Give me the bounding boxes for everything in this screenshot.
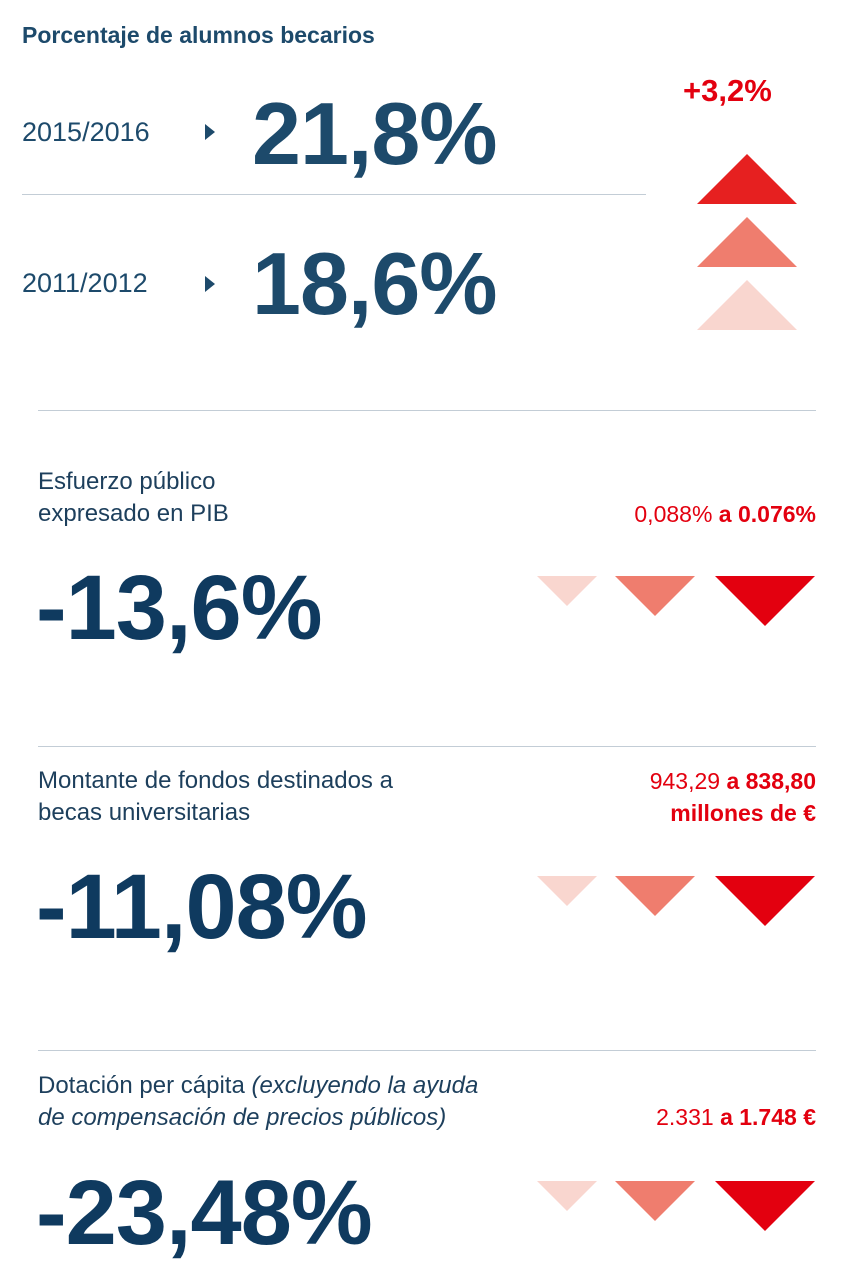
range-connector: a: [726, 768, 740, 794]
divider: [38, 410, 816, 411]
metric-range: 943,29 a 838,80 millones de €: [650, 765, 816, 829]
metric-label-line2: becas universitarias: [38, 799, 251, 826]
triangle-down-icon: [615, 876, 695, 916]
year-label-previous: 2011/2012: [22, 268, 148, 298]
metric-value: -11,08%: [36, 856, 368, 958]
triangle-up-icon: [697, 280, 797, 330]
metric-label: Dotación per cápita (excluyendo la ayuda…: [38, 1070, 478, 1134]
range-to: 0.076%: [737, 501, 816, 527]
metric-label: Esfuerzo público expresado en PIB: [38, 466, 229, 530]
range-from: 0,088%: [634, 501, 713, 527]
triangle-down-icon: [715, 1181, 815, 1231]
play-arrow-icon: [205, 124, 215, 140]
range-from: 2.331: [656, 1104, 714, 1130]
triangle-down-icon: [537, 576, 597, 606]
range-from: 943,29: [649, 768, 721, 794]
range-to: 838,80: [745, 768, 816, 794]
range-connector: a: [718, 501, 732, 527]
divider: [38, 746, 816, 747]
metric-range: 0,088% a 0.076%: [634, 498, 816, 530]
metric-label-line1: Esfuerzo público: [38, 468, 216, 495]
metric-label-line1: Montante de fondos destinados a: [38, 767, 393, 794]
becarios-value-current: 21,8%: [252, 84, 498, 183]
metric-label-line2: expresado en PIB: [38, 500, 229, 527]
triangle-up-icon: [697, 217, 797, 267]
metric-value: -23,48%: [36, 1162, 373, 1264]
triangle-down-icon: [537, 876, 597, 906]
triangle-down-icon: [615, 1181, 695, 1221]
year-label-current: 2015/2016: [22, 117, 150, 147]
range-unit: millones de €: [670, 800, 816, 826]
triangle-down-icon: [715, 876, 815, 926]
becarios-change: +3,2%: [683, 73, 772, 108]
triangle-up-icon: [697, 154, 797, 204]
range-to: 1.748 €: [739, 1104, 816, 1130]
triangle-down-icon: [615, 576, 695, 616]
triangle-down-icon: [537, 1181, 597, 1211]
triangle-down-icon: [715, 576, 815, 626]
section-title: Porcentaje de alumnos becarios: [22, 22, 375, 48]
metric-label-line1-italic: (excluyendo la ayuda: [251, 1072, 479, 1099]
divider: [38, 1050, 816, 1051]
becarios-value-previous: 18,6%: [252, 234, 498, 333]
metric-label-line1: Dotación per cápita: [38, 1072, 252, 1099]
range-connector: a: [720, 1104, 733, 1130]
metric-value: -13,6%: [36, 557, 322, 659]
metric-range: 2.331 a 1.748 €: [656, 1101, 816, 1133]
play-arrow-icon: [205, 276, 215, 292]
metric-label: Montante de fondos destinados a becas un…: [38, 765, 393, 829]
divider: [22, 194, 646, 195]
metric-label-line2-italic: de compensación de precios públicos): [38, 1104, 447, 1131]
